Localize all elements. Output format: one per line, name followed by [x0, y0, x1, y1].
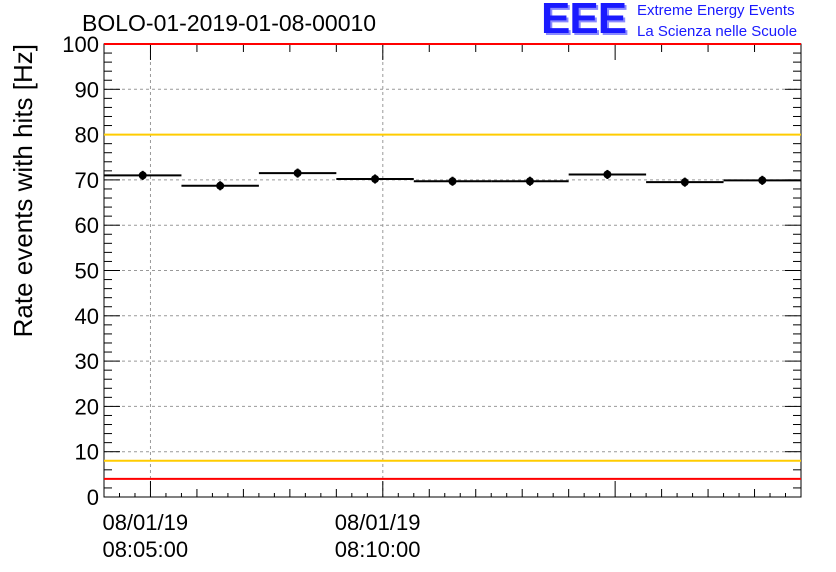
run-title: BOLO-01-2019-01-08-00010 [82, 10, 377, 36]
x-tick-label-time: 08:05:00 [102, 537, 188, 562]
data-point [680, 178, 689, 187]
data-point [138, 171, 147, 180]
logo-line-2: La Scienza nelle Scuole [637, 23, 798, 40]
y-tick-label: 0 [87, 485, 99, 510]
y-tick-label: 100 [62, 32, 99, 57]
data-point [448, 177, 457, 186]
y-tick-label: 10 [75, 440, 99, 465]
eee-logo-mark: EEE [541, 0, 627, 43]
data-point [525, 177, 534, 186]
data-point [293, 169, 302, 178]
y-tick-label: 90 [75, 77, 99, 102]
y-tick-label: 30 [75, 349, 99, 374]
x-tick-label-time: 08:10:00 [335, 537, 421, 562]
logo-line-1: Extreme Energy Events [637, 2, 795, 19]
x-tick-label-date: 08/01/19 [335, 510, 421, 535]
x-tick-label-date: 08/01/19 [102, 510, 188, 535]
y-tick-label: 50 [75, 259, 99, 284]
data-point [216, 181, 225, 190]
data-point [371, 174, 380, 183]
y-tick-label: 40 [75, 304, 99, 329]
y-axis-label: Rate events with hits [Hz] [8, 44, 38, 337]
data-point [603, 170, 612, 179]
y-tick-label: 80 [75, 123, 99, 148]
eee-logo: EEE Extreme Energy Events La Scienza nel… [541, 0, 831, 46]
y-tick-label: 20 [75, 394, 99, 419]
data-point [758, 176, 767, 185]
y-tick-label: 60 [75, 213, 99, 238]
y-tick-label: 70 [75, 168, 99, 193]
